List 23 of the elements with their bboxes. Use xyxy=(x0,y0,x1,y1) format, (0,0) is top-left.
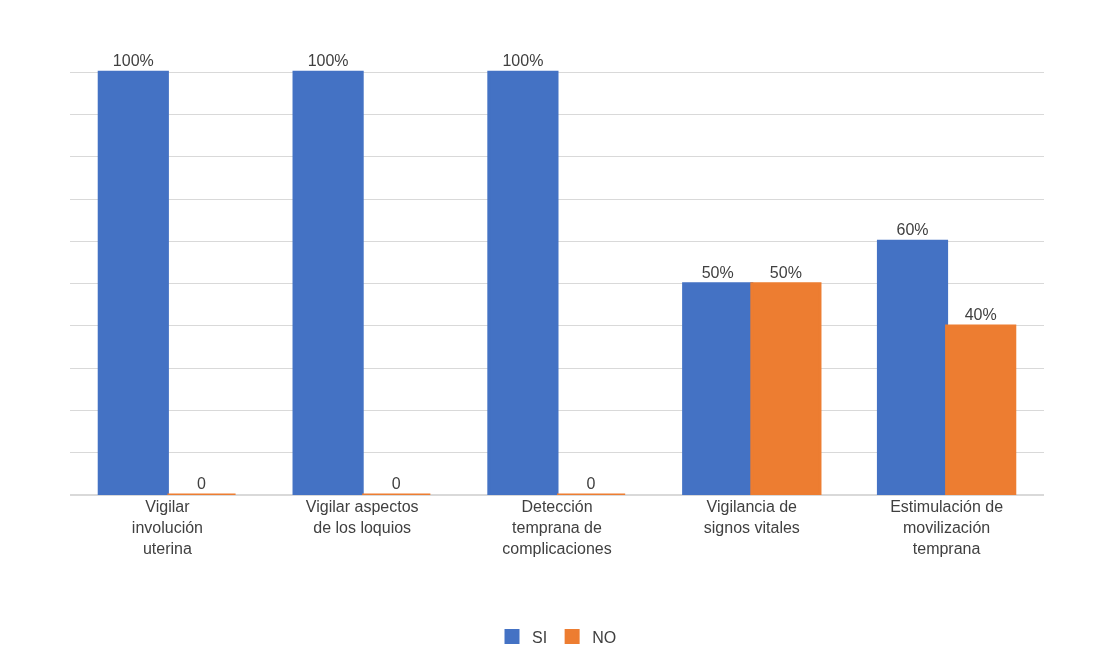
data-label: 0 xyxy=(196,475,206,492)
data-label: 40% xyxy=(964,305,997,323)
x-tick-label: Vigilar aspectos de los loquios xyxy=(305,498,419,536)
data-label: 50% xyxy=(701,263,734,281)
x-tick-label: Detección temprana de complicaciones xyxy=(502,498,612,557)
x-tick-label: Estimulación de movilización temprana xyxy=(890,498,1004,557)
x-tick-label: Vigilar involución uterina xyxy=(131,498,203,557)
bar xyxy=(750,282,822,495)
data-label: 100% xyxy=(502,52,544,70)
data-label: 50% xyxy=(769,263,802,281)
data-label: 0 xyxy=(586,475,596,492)
data-label: 60% xyxy=(896,221,929,239)
legend-label: SI xyxy=(532,628,548,646)
bar xyxy=(876,239,949,495)
data-label: 0 xyxy=(391,475,401,492)
x-tick-label: Vigilancia de signos vitales xyxy=(703,498,800,536)
bar xyxy=(945,324,1017,495)
bar xyxy=(292,70,364,495)
legend-label: NO xyxy=(592,628,617,646)
data-label: 100% xyxy=(112,52,154,70)
data-label: 100% xyxy=(307,52,349,70)
bar xyxy=(487,70,559,495)
bar xyxy=(97,70,169,495)
